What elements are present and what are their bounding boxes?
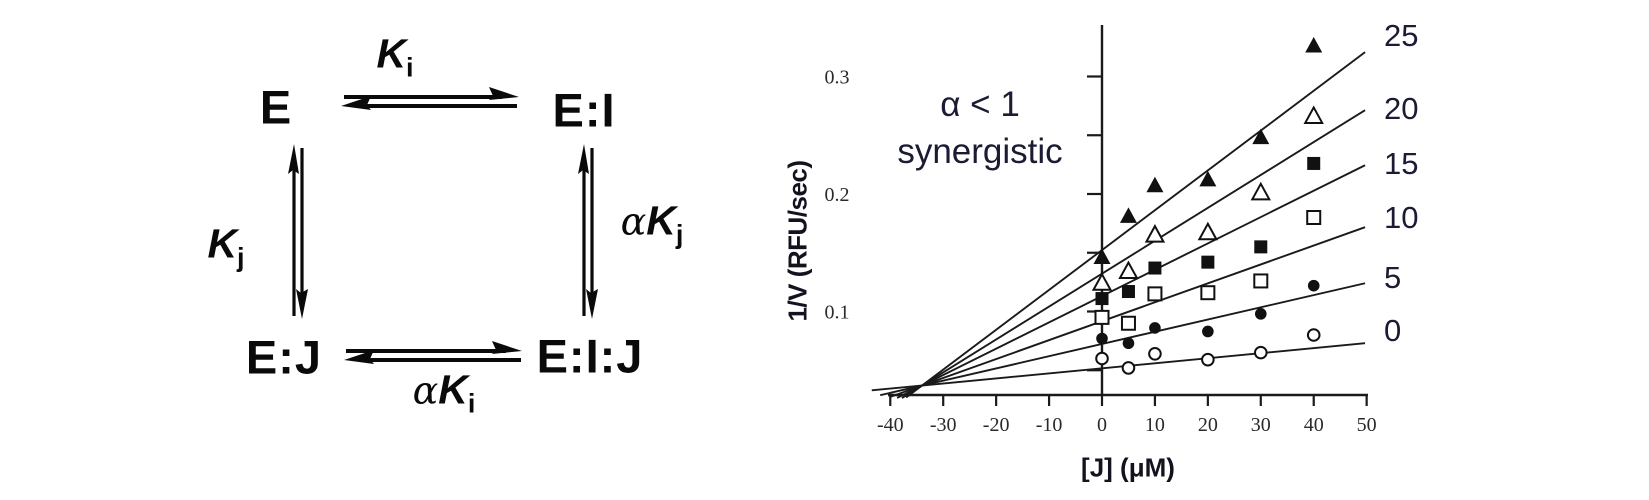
data-point-5 bbox=[1096, 332, 1108, 345]
x-tick-label: 0 bbox=[1097, 414, 1107, 436]
data-point-10 bbox=[1094, 309, 1110, 325]
fit-line-10 bbox=[888, 226, 1366, 399]
alpha-annotation-line2: synergistic bbox=[897, 132, 1063, 171]
y-tick-label: 0.1 bbox=[825, 302, 850, 324]
x-tick-label: 30 bbox=[1251, 414, 1271, 436]
fit-line-0 bbox=[871, 342, 1366, 392]
data-point-10 bbox=[1306, 210, 1322, 225]
data-point-0 bbox=[1306, 328, 1321, 342]
reaction-scheme-arrows bbox=[288, 87, 598, 364]
data-point-0 bbox=[1253, 345, 1268, 360]
binding-scheme-panel: E E:I E:J E:I:J Ki Kj αKi αKj bbox=[0, 0, 750, 500]
data-point-5 bbox=[1202, 325, 1214, 338]
data-point-15 bbox=[1254, 240, 1268, 254]
data-point-0 bbox=[1121, 361, 1136, 375]
series-label-5: 5 bbox=[1384, 260, 1401, 295]
fit-line-20 bbox=[901, 109, 1366, 399]
constant-alpha-kj: αKj bbox=[620, 197, 684, 250]
x-tick-label: 10 bbox=[1145, 414, 1165, 436]
equilibrium-arrow-right bbox=[578, 144, 598, 319]
alpha-symbol: α bbox=[620, 199, 647, 244]
data-point-0 bbox=[1201, 352, 1215, 367]
data-point-15 bbox=[1095, 292, 1109, 306]
x-tick-label: -40 bbox=[877, 414, 904, 436]
alpha-symbol: α bbox=[412, 368, 439, 413]
data-point-15 bbox=[1148, 261, 1162, 275]
constant-kj: Kj bbox=[207, 220, 245, 273]
alpha-annotation-line1: α < 1 bbox=[940, 85, 1020, 124]
species-e: E bbox=[259, 80, 293, 134]
data-point-25 bbox=[1199, 170, 1217, 187]
data-point-20 bbox=[1197, 221, 1219, 241]
data-point-10 bbox=[1200, 285, 1216, 301]
data-point-25 bbox=[1305, 36, 1323, 53]
data-point-20 bbox=[1118, 260, 1139, 280]
data-point-20 bbox=[1144, 224, 1166, 243]
data-point-25 bbox=[1252, 128, 1270, 145]
x-axis-title: [J] (μM) bbox=[1081, 452, 1175, 483]
data-point-15 bbox=[1201, 255, 1215, 269]
equilibrium-arrow-bottom bbox=[344, 341, 522, 364]
x-tick-label: -30 bbox=[930, 414, 957, 436]
fit-line-5 bbox=[880, 282, 1366, 397]
data-point-25 bbox=[1093, 248, 1111, 264]
data-point-5 bbox=[1122, 337, 1135, 350]
x-tick-label: -20 bbox=[983, 414, 1010, 436]
equilibrium-arrow-left bbox=[288, 144, 308, 319]
y-tick-label: 0.3 bbox=[825, 67, 850, 89]
data-point-10 bbox=[1147, 286, 1163, 302]
data-point-0 bbox=[1095, 351, 1109, 366]
data-point-20 bbox=[1250, 181, 1271, 201]
data-point-20 bbox=[1303, 105, 1324, 124]
data-point-20 bbox=[1091, 272, 1113, 291]
x-tick-label: 20 bbox=[1198, 414, 1218, 436]
data-point-10 bbox=[1120, 315, 1136, 331]
species-eij: E:I:J bbox=[536, 329, 644, 383]
constant-alpha-ki: αKi bbox=[412, 366, 476, 419]
species-ej: E:J bbox=[245, 330, 323, 384]
series-label-0: 0 bbox=[1384, 313, 1401, 348]
data-point-5 bbox=[1307, 279, 1320, 292]
series-label-20: 20 bbox=[1384, 91, 1418, 126]
data-point-0 bbox=[1148, 347, 1162, 361]
species-ei: E:I bbox=[552, 83, 616, 137]
equilibrium-arrow-top bbox=[341, 87, 519, 110]
x-tick-label: 50 bbox=[1357, 414, 1377, 436]
y-axis-title: 1/V (RFU/sec) bbox=[782, 160, 813, 322]
data-point-5 bbox=[1149, 322, 1161, 334]
data-point-15 bbox=[1121, 285, 1135, 299]
data-point-10 bbox=[1253, 273, 1269, 289]
data-point-25 bbox=[1119, 207, 1137, 223]
series-label-25: 25 bbox=[1384, 18, 1418, 53]
data-point-5 bbox=[1254, 308, 1267, 320]
chart-canvas: -40 -30 -20 -10 0 10 20 30 40 500.10.20.325201510… bbox=[825, 18, 1419, 436]
x-tick-label: 40 bbox=[1304, 414, 1324, 436]
data-point-15 bbox=[1307, 156, 1321, 170]
fit-line-25 bbox=[905, 51, 1366, 399]
series-label-15: 15 bbox=[1384, 146, 1418, 181]
x-tick-label: -10 bbox=[1036, 414, 1063, 436]
data-point-25 bbox=[1146, 176, 1164, 193]
y-tick-label: 0.2 bbox=[825, 184, 850, 206]
constant-ki: Ki bbox=[376, 30, 414, 83]
fit-line-15 bbox=[896, 164, 1366, 399]
yonetani-theorell-plot-panel: -40 -30 -20 -10 0 10 20 30 40 50 0.1 0.2 0.3 25 20 15 10… bbox=[740, 0, 1649, 500]
alpha-annotation: α < 1 synergistic bbox=[897, 81, 1062, 175]
series-label-10: 10 bbox=[1384, 200, 1418, 235]
